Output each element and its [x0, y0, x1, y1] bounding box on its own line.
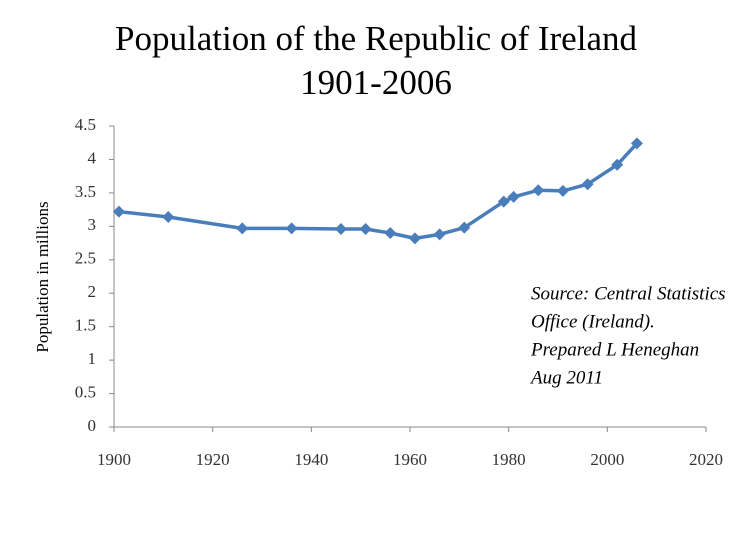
y-tick-label: 4.5 — [75, 115, 96, 134]
chart-title: Population of the Republic of Ireland — [115, 19, 637, 58]
x-tick-label: 2000 — [590, 450, 624, 469]
data-point — [497, 195, 510, 208]
data-point — [384, 227, 397, 240]
data-point — [334, 223, 347, 236]
data-point — [112, 205, 125, 218]
x-tick-label: 1920 — [196, 450, 230, 469]
annotation: Source: Central Statistics — [531, 283, 726, 304]
y-tick-label: 0 — [88, 416, 97, 435]
data-point — [359, 223, 372, 236]
y-tick-label: 0.5 — [75, 382, 96, 401]
y-tick-label: 2.5 — [75, 249, 96, 268]
data-point — [162, 210, 175, 223]
x-tick-label: 2020 — [689, 450, 723, 469]
data-point — [630, 137, 643, 150]
data-point — [611, 158, 624, 171]
y-tick-label: 3.5 — [75, 182, 96, 201]
data-point — [236, 222, 249, 235]
data-point — [556, 184, 569, 197]
x-tick-label: 1900 — [97, 450, 131, 469]
data-point — [433, 228, 446, 241]
data-point — [285, 222, 298, 235]
annotation: Aug 2011 — [529, 367, 603, 388]
data-point — [507, 190, 520, 203]
data-point — [581, 178, 594, 191]
data-point — [458, 221, 471, 234]
y-tick-label: 3 — [88, 215, 97, 234]
data-point — [532, 184, 545, 197]
y-tick-label: 1 — [88, 349, 97, 368]
y-tick-label: 1.5 — [75, 316, 96, 335]
annotation: Prepared L Heneghan — [530, 339, 699, 360]
chart-subtitle: 1901-2006 — [300, 63, 452, 102]
data-point — [408, 232, 421, 245]
y-axis-label: Population in millions — [33, 201, 52, 352]
annotation: Office (Ireland). — [531, 311, 655, 332]
x-tick-label: 1940 — [294, 450, 328, 469]
y-tick-label: 2 — [88, 282, 97, 301]
x-tick-label: 1960 — [393, 450, 427, 469]
y-tick-label: 4 — [88, 148, 97, 167]
x-tick-label: 1980 — [492, 450, 526, 469]
